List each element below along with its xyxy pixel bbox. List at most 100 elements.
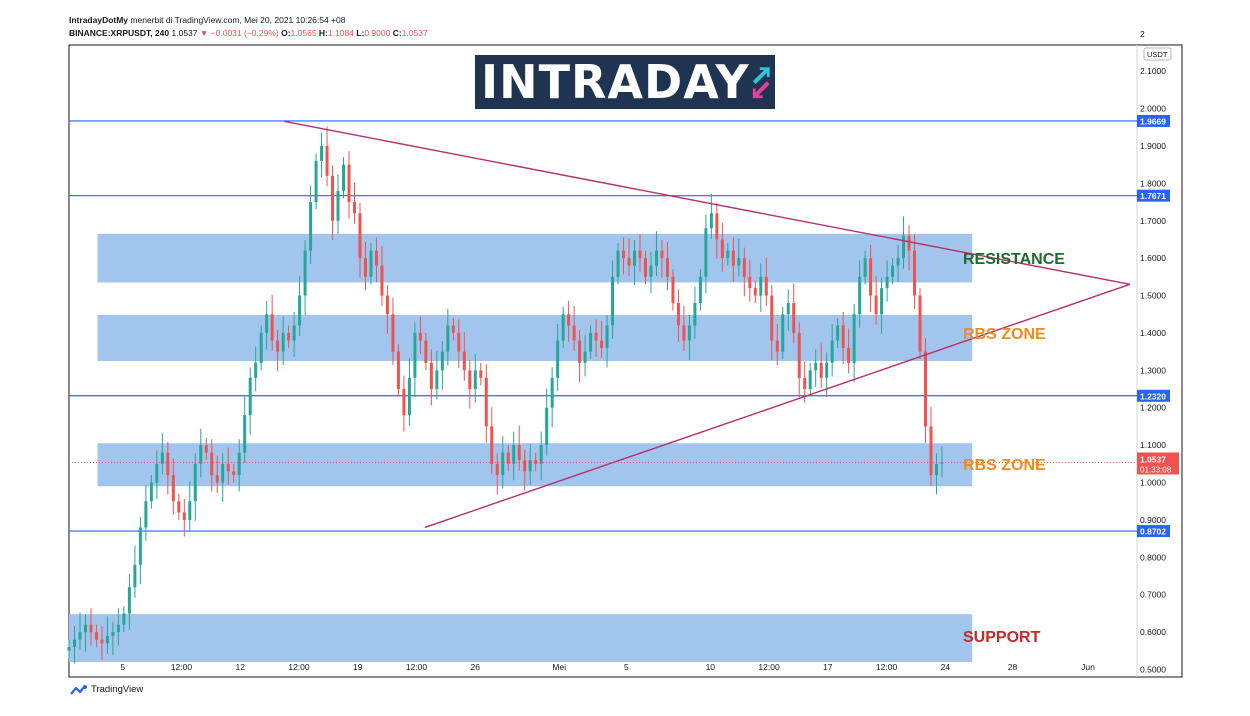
zone-label-2: RBS ZONE — [963, 457, 1046, 474]
candle-body — [347, 164, 351, 203]
candle-body — [314, 160, 318, 203]
candle-body — [111, 632, 115, 636]
candle-body — [199, 445, 203, 464]
candle-body — [89, 624, 93, 633]
candle-body — [781, 314, 785, 352]
candle-body — [830, 340, 834, 363]
y-tick-label-top: 2 — [1140, 29, 1145, 39]
candle-body — [281, 332, 285, 352]
candle-body — [929, 426, 933, 476]
candle-body — [819, 362, 823, 378]
candle-body — [545, 407, 549, 446]
level-tag-2 — [1137, 389, 1170, 402]
o-label: O: — [281, 28, 291, 38]
candle-body — [836, 325, 840, 341]
candle-body — [622, 250, 626, 259]
last-price: 1.0537 — [171, 28, 198, 38]
candle-body — [682, 325, 686, 341]
candle-body — [462, 351, 466, 371]
candle-body — [122, 613, 126, 625]
candle-body — [797, 332, 801, 378]
candle-body — [578, 340, 582, 363]
y-tick-label: 0.7000 — [1140, 590, 1166, 600]
candle-body — [693, 303, 697, 326]
x-tick-label: 17 — [823, 662, 833, 672]
y-tick-label: 1.7000 — [1140, 216, 1166, 226]
candle-body — [918, 295, 922, 352]
candle-body — [665, 258, 669, 277]
candle-body — [331, 175, 335, 221]
candle-body — [643, 258, 647, 277]
candle-body — [506, 452, 510, 464]
currency-tag-text: USDT — [1147, 50, 1168, 59]
candle-body — [786, 303, 790, 315]
candle-body — [116, 624, 120, 633]
candle-body — [133, 564, 137, 588]
candle-body — [852, 314, 856, 363]
candle-body — [292, 325, 296, 341]
candle-body — [155, 463, 159, 483]
candle-body — [171, 475, 175, 502]
currency-tag — [1143, 47, 1172, 61]
y-tick-label: 0.5000 — [1140, 665, 1166, 675]
tradingview-icon — [70, 684, 87, 695]
candle-body — [435, 370, 439, 390]
c-label: C: — [392, 28, 402, 38]
candle-body — [309, 202, 313, 251]
candle-body — [265, 314, 269, 333]
x-tick-label: 12:00 — [876, 662, 898, 672]
y-tick-label: 0.9000 — [1140, 515, 1166, 525]
candle-body — [287, 332, 291, 341]
candle-body — [100, 639, 104, 644]
level-tag-text-2: 1.2320 — [1140, 391, 1166, 401]
candle-body — [138, 527, 142, 565]
candle-body — [160, 452, 164, 464]
candle-body — [484, 377, 488, 427]
x-tick-label: 28 — [1008, 662, 1018, 672]
candle-body — [298, 295, 302, 326]
candle-body — [204, 445, 208, 453]
candle-body — [814, 362, 818, 371]
candle-body — [561, 314, 565, 341]
footer-brand[interactable]: TradingView — [70, 684, 143, 695]
candle-body — [726, 250, 730, 259]
candle-body — [446, 325, 450, 352]
candle-body — [731, 250, 735, 266]
candle-body — [440, 351, 444, 371]
candle-body — [221, 463, 225, 483]
candle-body — [792, 303, 796, 333]
y-tick-label: 2.1000 — [1140, 66, 1166, 76]
candle-body — [490, 426, 494, 464]
candle-body — [105, 635, 109, 644]
candle-body — [583, 351, 587, 363]
candle-body — [320, 145, 324, 161]
x-tick-label: 12 — [236, 662, 246, 672]
candle-body — [841, 325, 845, 348]
candle-body — [616, 250, 620, 277]
candle-body — [869, 258, 873, 296]
y-tick-label: 2.0000 — [1140, 104, 1166, 114]
candle-body — [605, 325, 609, 348]
current-price-tag — [1137, 452, 1179, 475]
x-tick-label: 12:00 — [171, 662, 193, 672]
candle-body — [539, 445, 543, 464]
trendline-0 — [283, 120, 1131, 286]
candle-body — [215, 475, 219, 483]
candle-body — [188, 501, 192, 520]
author[interactable]: IntradayDotMy — [69, 15, 129, 25]
candle-body — [429, 362, 433, 390]
candle-body — [78, 632, 82, 640]
symbol[interactable]: BINANCE:XRPUSDT, 240 — [69, 28, 170, 38]
zone-0 — [97, 233, 973, 283]
candle-body — [391, 314, 395, 352]
candle-body — [891, 265, 895, 277]
x-tick-label: 10 — [706, 662, 716, 672]
candle-body — [885, 276, 889, 289]
candle-body — [567, 314, 571, 326]
candle-body — [407, 377, 411, 416]
candle-body — [627, 258, 631, 266]
candle-body — [742, 258, 746, 277]
candle-body — [237, 452, 241, 476]
candle-body — [550, 377, 554, 408]
